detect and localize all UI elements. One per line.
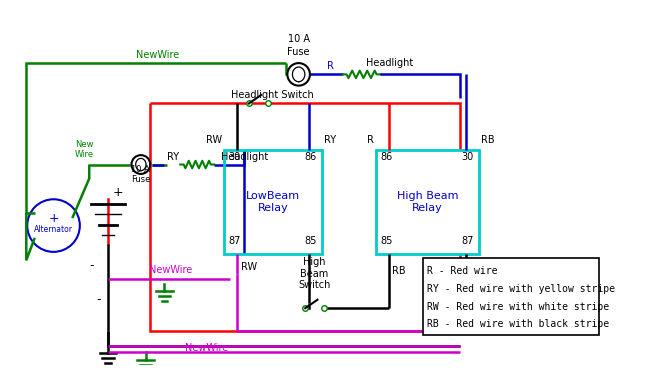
Text: New
Wire: New Wire <box>75 139 94 159</box>
Text: 87: 87 <box>229 237 241 246</box>
Text: 10 A: 10 A <box>287 35 309 44</box>
Text: RB: RB <box>391 267 405 276</box>
Text: -: - <box>89 259 94 272</box>
Text: NewWire: NewWire <box>149 265 193 276</box>
Text: 10 A
Fuse: 10 A Fuse <box>131 165 151 184</box>
Text: 85: 85 <box>380 237 393 246</box>
Text: NewWire: NewWire <box>136 50 180 61</box>
Text: Headlight Switch: Headlight Switch <box>231 90 314 100</box>
Text: RY: RY <box>167 152 179 162</box>
Text: Headlight: Headlight <box>366 58 413 68</box>
Bar <box>376 150 479 254</box>
Text: R: R <box>367 135 374 145</box>
Bar <box>422 258 599 335</box>
Text: 86: 86 <box>305 152 317 162</box>
Text: RY - Red wire with yellow stripe: RY - Red wire with yellow stripe <box>427 284 615 294</box>
Text: RW - Red wire with white stripe: RW - Red wire with white stripe <box>427 302 609 312</box>
Text: High Beam
Relay: High Beam Relay <box>397 191 458 213</box>
Text: LowBeam
Relay: LowBeam Relay <box>245 191 300 213</box>
Text: -: - <box>97 293 101 306</box>
Text: +: + <box>48 212 59 224</box>
Text: +: + <box>112 185 123 199</box>
Text: Headlight: Headlight <box>221 152 268 162</box>
Text: RW: RW <box>242 262 258 272</box>
Text: Alternator: Alternator <box>34 225 73 234</box>
Text: R - Red wire: R - Red wire <box>427 266 498 276</box>
Text: 30: 30 <box>229 152 241 162</box>
Text: RB - Red wire with black stripe: RB - Red wire with black stripe <box>427 320 609 329</box>
Text: RW: RW <box>205 135 222 145</box>
Text: RY: RY <box>324 135 336 145</box>
Text: High
Beam
Switch: High Beam Switch <box>298 257 331 291</box>
Text: RB: RB <box>481 135 494 145</box>
Text: R: R <box>327 61 334 71</box>
Text: NewWire: NewWire <box>185 343 228 353</box>
Bar <box>224 150 322 254</box>
Text: 85: 85 <box>305 237 317 246</box>
Text: 87: 87 <box>461 237 474 246</box>
Text: Fuse: Fuse <box>287 47 310 57</box>
Text: 86: 86 <box>380 152 393 162</box>
Text: 30: 30 <box>462 152 474 162</box>
